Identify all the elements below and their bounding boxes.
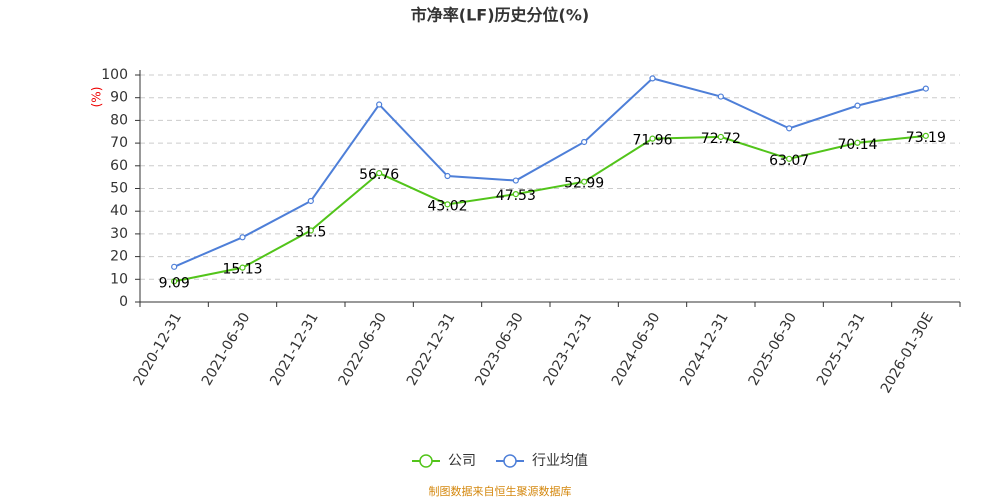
legend-marker [419, 454, 433, 468]
data-point [854, 102, 861, 109]
legend-label: 行业均值 [532, 453, 588, 469]
x-tick-label: 2026-01-30E [878, 310, 937, 396]
data-point [512, 191, 519, 198]
y-tick-label: 50 [110, 181, 128, 197]
y-tick-label: 40 [110, 203, 128, 219]
data-label: 15.13 [222, 262, 262, 278]
data-point [581, 138, 588, 146]
y-tick-label: 60 [110, 158, 128, 174]
x-tick-label: 2024-12-31 [677, 310, 732, 388]
data-point [239, 234, 246, 241]
x-tick-label: 2024-06-30 [609, 310, 664, 388]
data-label: 43.02 [427, 198, 467, 214]
data-label: 72.72 [701, 131, 741, 147]
data-label: 9.09 [159, 275, 190, 291]
data-point [376, 170, 383, 177]
x-tick-label: 2021-06-30 [199, 310, 254, 388]
data-point [376, 101, 383, 108]
data-point [171, 263, 178, 270]
y-tick-label: 20 [110, 249, 128, 265]
data-point [717, 93, 724, 100]
data-label: 52.99 [564, 176, 604, 192]
data-label: 56.76 [359, 167, 399, 183]
data-label: 73.19 [906, 130, 946, 146]
y-tick-label: 90 [110, 90, 128, 106]
data-point [786, 155, 793, 162]
legend-label: 公司 [448, 453, 476, 469]
chart-title: 市净率(LF)历史分位(%) [411, 6, 589, 25]
x-tick-label: 2022-12-31 [404, 310, 459, 388]
series-line [173, 134, 926, 283]
data-point [444, 172, 451, 180]
data-label: 70.14 [837, 137, 877, 153]
data-point [649, 135, 656, 142]
y-tick-label: 70 [110, 135, 128, 151]
x-tick-label: 2023-06-30 [472, 310, 527, 388]
series-line [173, 77, 927, 268]
data-point [239, 264, 246, 271]
y-tick-label: 10 [110, 271, 128, 287]
data-point [581, 178, 588, 185]
y-tick-label: 80 [110, 112, 128, 128]
data-point [444, 201, 451, 208]
data-point [512, 177, 519, 184]
data-label: 31.5 [295, 224, 326, 240]
data-point [854, 139, 861, 146]
y-tick-label: 30 [110, 226, 128, 242]
data-point [922, 132, 929, 139]
data-point [786, 125, 793, 132]
y-tick-label: 100 [101, 67, 128, 83]
y-axis-label: (%) [90, 87, 104, 108]
data-label: 47.53 [496, 188, 536, 204]
data-point [922, 85, 929, 92]
data-point [307, 197, 314, 205]
x-tick-label: 2022-06-30 [336, 310, 391, 388]
data-point [717, 133, 724, 141]
legend-marker [503, 454, 517, 468]
data-label: 63.07 [769, 153, 809, 169]
y-tick-label: 0 [119, 294, 128, 310]
data-point [171, 278, 178, 285]
source-note: 制图数据来自恒生聚源数据库 [429, 484, 572, 498]
data-label: 71.96 [632, 133, 672, 149]
x-tick-label: 2025-12-31 [814, 310, 869, 388]
x-tick-label: 2023-12-31 [541, 310, 596, 388]
x-tick-label: 2021-12-31 [267, 310, 322, 388]
data-point [307, 227, 314, 234]
x-tick-label: 2025-06-30 [746, 310, 801, 388]
data-point [649, 75, 656, 82]
x-tick-label: 2020-12-31 [131, 310, 186, 388]
